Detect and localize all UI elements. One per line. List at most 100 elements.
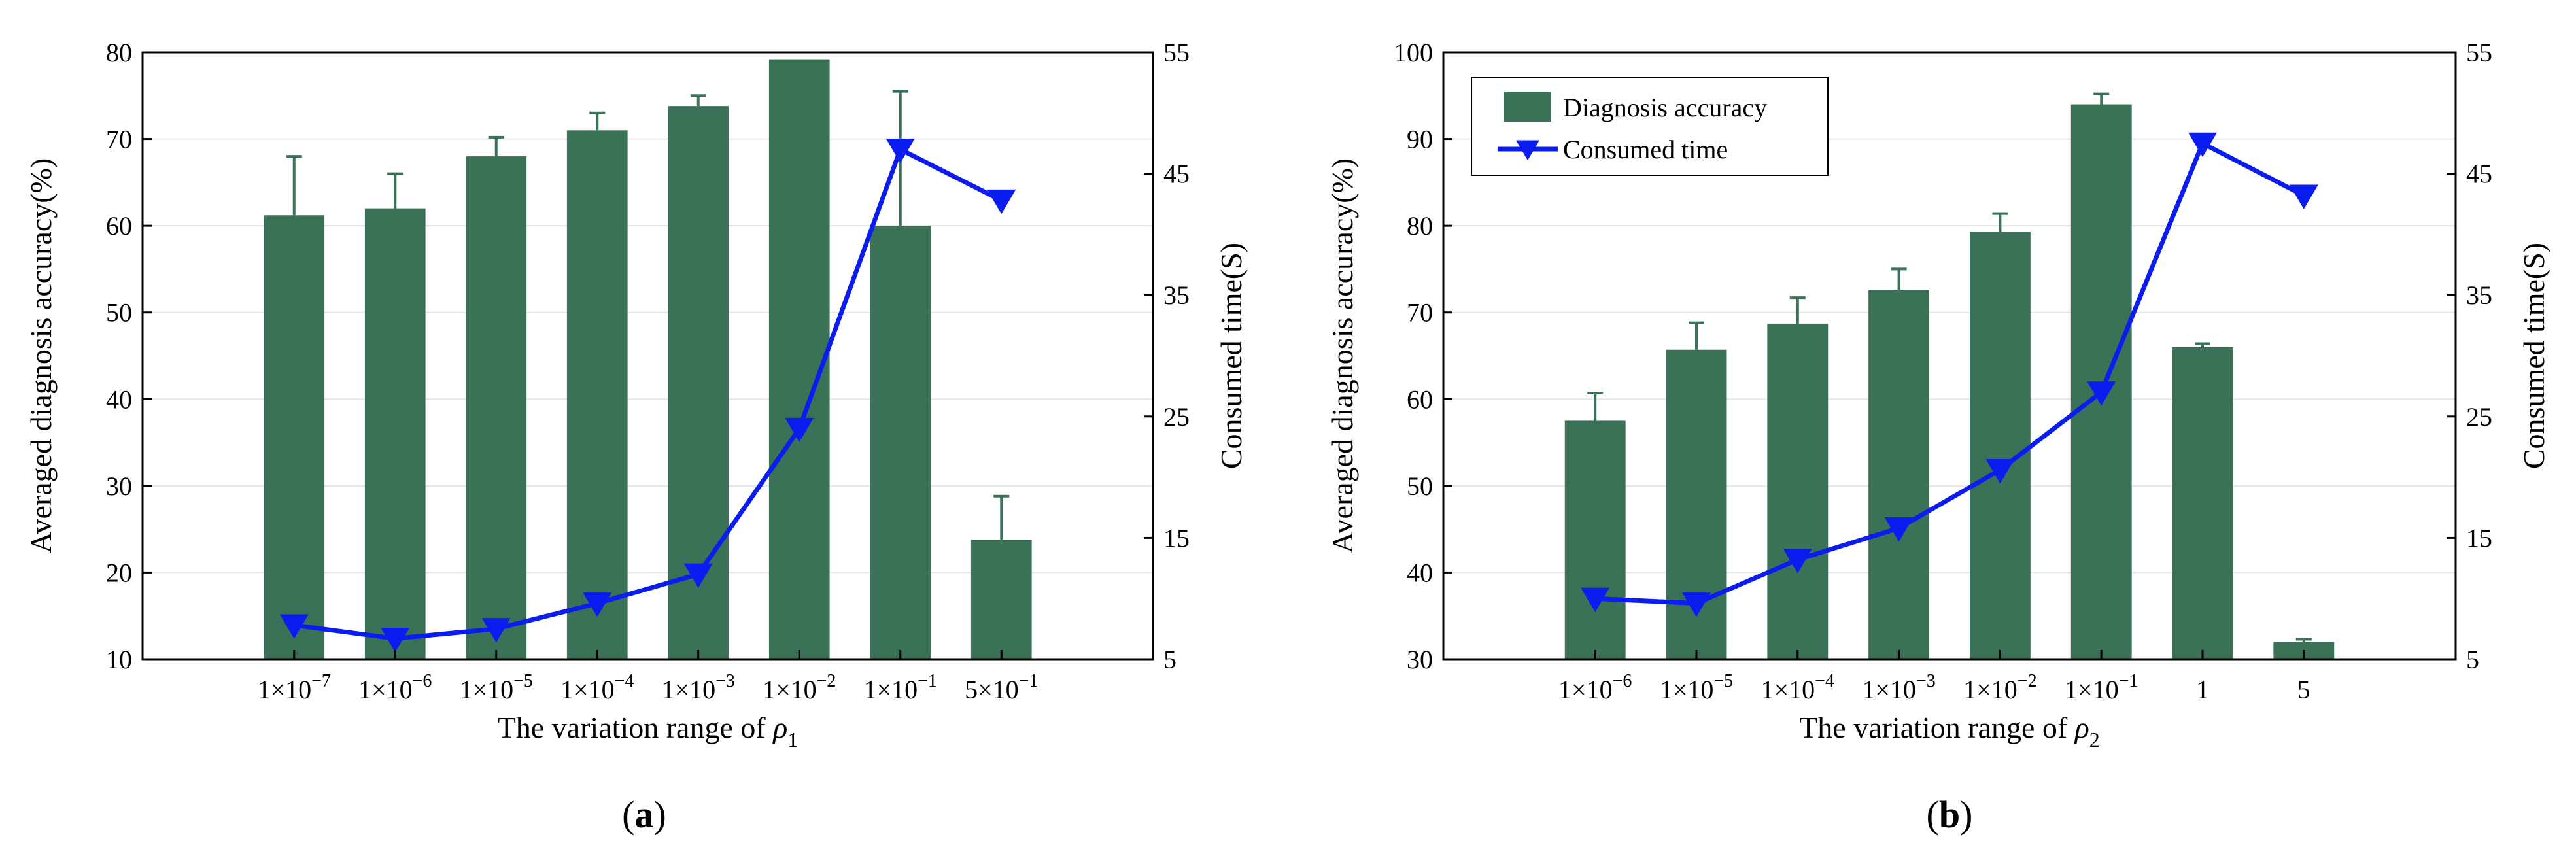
x-tick-exponent: −3 — [715, 671, 735, 691]
y2-tick-label: 45 — [1163, 160, 1190, 189]
y-axis-label: Averaged diagnosis accuracy(%) — [1326, 158, 1359, 554]
x-tick-label: 1×10−3 — [1862, 671, 1935, 704]
panel-label-close: ) — [1960, 793, 1972, 836]
x-tick-label: 1×10−4 — [560, 671, 634, 704]
y-tick-label: 80 — [1407, 211, 1433, 241]
time-series-line — [294, 146, 1003, 641]
x-axis-label-symbol: ρ — [2074, 711, 2089, 744]
legend-entry-accuracy: Diagnosis accuracy — [1563, 93, 1767, 122]
y2-tick-label: 25 — [2466, 402, 2492, 432]
time-marker — [1985, 458, 2015, 484]
accuracy-bar — [1969, 232, 2031, 659]
x-tick-label: 1×10−2 — [763, 671, 836, 704]
x-tick-base: 1×10 — [864, 675, 918, 704]
y2-axis-label: Consumed time(S) — [1214, 243, 1248, 469]
time-marker — [1682, 592, 1711, 617]
y-tick-label: 100 — [1394, 38, 1433, 67]
x-tick-base: 5×10 — [965, 675, 1019, 704]
x-tick-base: 1×10 — [1761, 675, 1815, 704]
x-tick-exponent: −7 — [311, 671, 331, 691]
time-series-line — [1595, 141, 2305, 606]
x-tick-base: 1×10 — [1660, 675, 1714, 704]
y2-tick-label: 35 — [1163, 281, 1190, 310]
x-tick-exponent: −5 — [513, 671, 533, 691]
panel-label-close: ) — [654, 793, 666, 836]
x-tick-label: 1×10−2 — [1963, 671, 2036, 704]
y2-tick-label: 15 — [1163, 523, 1190, 553]
x-axis-label: The variation range of ρ2 — [1799, 711, 2100, 751]
time-marker — [683, 563, 713, 588]
panel-label: (b) — [1927, 793, 1973, 836]
x-tick-base: 1×10 — [763, 675, 817, 704]
accuracy-bar — [466, 156, 527, 660]
x-axis-label-subscript: 2 — [2089, 728, 2100, 751]
y-tick-label: 70 — [106, 125, 132, 154]
accuracy-bar — [1767, 323, 1829, 659]
x-tick-base: 1×10 — [1963, 675, 2018, 704]
panel-label-letter: a — [635, 793, 654, 836]
x-tick-base: 1×10 — [460, 675, 514, 704]
x-axis-label-text: The variation range of — [1799, 711, 2074, 744]
x-tick-label: 5×10−1 — [965, 671, 1038, 704]
y-tick-label: 70 — [1407, 298, 1433, 328]
legend-entry-time: Consumed time — [1563, 135, 1728, 164]
axes-frame — [141, 51, 1154, 661]
y-tick-label: 40 — [106, 385, 132, 414]
y2-tick-label: 5 — [1163, 645, 1176, 674]
time-marker — [2188, 132, 2217, 158]
y-tick-label: 30 — [106, 472, 132, 501]
y-tick-label: 50 — [1407, 472, 1433, 501]
x-tick-label: 1×10−1 — [2065, 671, 2138, 704]
x-tick-base: 5 — [2297, 675, 2310, 704]
x-tick-base: 1 — [2196, 675, 2209, 704]
x-tick-label: 5 — [2297, 675, 2310, 704]
time-marker — [785, 417, 814, 443]
x-axis-label-text: The variation range of — [498, 711, 773, 744]
y2-axis-label: Consumed time(S) — [2517, 243, 2550, 469]
panel-label-open: ( — [1927, 793, 1939, 836]
y-tick-label: 20 — [106, 558, 132, 587]
x-tick-exponent: −6 — [413, 671, 432, 691]
y-tick-label: 80 — [106, 38, 132, 67]
x-tick-label: 1×10−3 — [662, 671, 735, 704]
accuracy-bar — [2172, 347, 2233, 659]
y-tick-label: 30 — [1407, 645, 1433, 674]
x-tick-exponent: −2 — [2018, 671, 2037, 691]
accuracy-bar — [870, 226, 931, 660]
x-tick-label: 1×10−5 — [460, 671, 533, 704]
x-tick-base: 1×10 — [258, 675, 312, 704]
x-tick-label: 1×10−6 — [1558, 671, 1632, 704]
time-marker — [1884, 517, 1914, 542]
y2-tick-label: 25 — [1163, 402, 1190, 432]
x-tick-base: 1×10 — [1862, 675, 1916, 704]
x-tick-exponent: −1 — [918, 671, 937, 691]
x-tick-label: 1×10−6 — [358, 671, 432, 704]
time-marker — [885, 138, 915, 163]
legend-bar-swatch — [1504, 92, 1551, 122]
x-axis-label-symbol: ρ — [772, 711, 787, 744]
y2-tick-label: 55 — [2466, 38, 2492, 67]
accuracy-bar — [1868, 290, 1930, 659]
x-tick-base: 1×10 — [2065, 675, 2119, 704]
x-tick-exponent: −5 — [1713, 671, 1733, 691]
time-marker — [1581, 587, 1610, 613]
x-tick-label: 1×10−5 — [1660, 671, 1733, 704]
x-tick-exponent: −2 — [817, 671, 836, 691]
time-marker — [2087, 381, 2116, 406]
panel-label-letter: b — [1939, 793, 1960, 836]
accuracy-bar — [364, 208, 426, 660]
accuracy-bar — [1564, 420, 1626, 659]
x-tick-label: 1×10−4 — [1761, 671, 1834, 704]
x-tick-exponent: −1 — [2119, 671, 2138, 691]
panel-label: (a) — [622, 793, 666, 836]
y-tick-label: 10 — [106, 645, 132, 674]
time-marker — [279, 614, 309, 639]
legend-line-marker — [1516, 140, 1539, 161]
y-tick-label: 60 — [1407, 385, 1433, 414]
time-marker — [381, 627, 410, 653]
y2-tick-label: 45 — [2466, 160, 2492, 189]
time-marker — [481, 618, 511, 643]
y2-tick-label: 5 — [2466, 645, 2479, 674]
